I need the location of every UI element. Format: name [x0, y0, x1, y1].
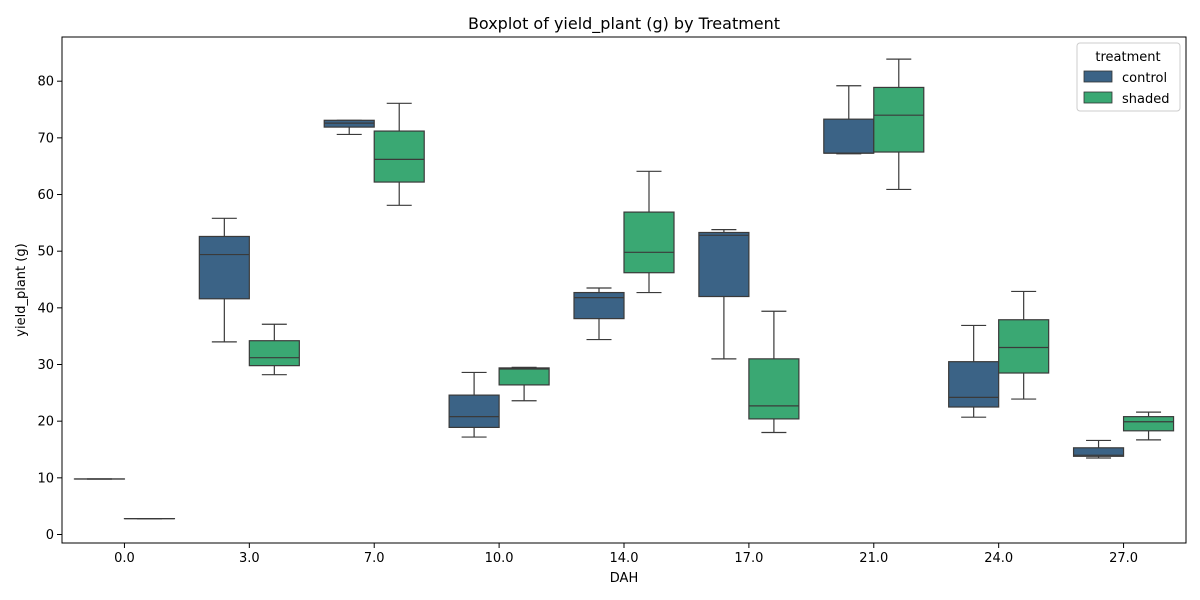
x-axis-label: DAH [610, 571, 638, 586]
iqr-box [373, 130, 425, 183]
legend-swatch-shaded [1083, 91, 1113, 104]
x-tick-label: 17.0 [734, 551, 763, 566]
x-tick-label: 24.0 [984, 551, 1013, 566]
y-axis: 0 10 20 30 40 50 60 70 80 [37, 75, 62, 543]
y-tick-label: 20 [37, 415, 54, 430]
legend-label-shaded: shaded [1122, 92, 1169, 107]
x-tick-label: 3.0 [239, 551, 260, 566]
iqr-box [198, 235, 250, 300]
box-shaded-24.0 [998, 290, 1050, 400]
box-control-17.0 [698, 229, 750, 360]
iqr-box [623, 211, 675, 274]
legend: treatment control shaded [1076, 42, 1181, 112]
box-shaded-17.0 [748, 310, 800, 434]
iqr-box [498, 367, 550, 386]
box-control-10.0 [448, 371, 500, 438]
box-control-7.0 [323, 119, 375, 136]
x-axis: 0.0 3.0 7.0 10.0 14.0 17.0 21.0 24.0 27.0 [114, 543, 1138, 566]
box-control-3.0 [198, 217, 250, 343]
y-tick-label: 30 [37, 358, 54, 373]
y-tick-label: 60 [37, 188, 54, 203]
iqr-box [748, 358, 800, 420]
x-tick-label: 7.0 [364, 551, 385, 566]
y-tick-label: 70 [37, 131, 54, 146]
y-tick-label: 50 [37, 245, 54, 260]
box-shaded-14.0 [623, 170, 675, 294]
iqr-box [1072, 447, 1125, 457]
box-control-21.0 [823, 85, 875, 155]
box-shaded-10.0 [498, 366, 550, 402]
box-control-27.0 [1072, 439, 1125, 459]
iqr-box [248, 340, 300, 367]
legend-label-control: control [1122, 71, 1167, 86]
x-tick-label: 14.0 [610, 551, 639, 566]
iqr-box [873, 86, 925, 153]
box-shaded-27.0 [1122, 411, 1175, 441]
iqr-box [448, 394, 500, 429]
iqr-box [823, 118, 875, 154]
box-control-24.0 [948, 324, 1000, 418]
box-shaded-7.0 [373, 102, 425, 206]
x-tick-label: 0.0 [114, 551, 135, 566]
iqr-box [948, 361, 1000, 408]
chart-title: Boxplot of yield_plant (g) by Treatment [468, 14, 780, 34]
y-axis-label: yield_plant (g) [14, 243, 29, 336]
y-tick-label: 40 [37, 301, 54, 316]
x-tick-label: 27.0 [1109, 551, 1138, 566]
box-shaded-21.0 [873, 58, 925, 191]
plot-area [73, 58, 1175, 520]
legend-swatch-control [1083, 70, 1113, 83]
x-tick-label: 10.0 [485, 551, 514, 566]
x-tick-label: 21.0 [859, 551, 888, 566]
y-tick-label: 10 [37, 471, 54, 486]
legend-title: treatment [1095, 50, 1160, 65]
iqr-box [698, 231, 750, 298]
y-tick-label: 0 [46, 528, 54, 543]
y-tick-label: 80 [37, 75, 54, 90]
iqr-box [573, 291, 625, 320]
iqr-box [998, 319, 1050, 374]
box-control-14.0 [573, 287, 625, 341]
box-shaded-3.0 [248, 323, 300, 376]
iqr-box [1122, 416, 1175, 432]
